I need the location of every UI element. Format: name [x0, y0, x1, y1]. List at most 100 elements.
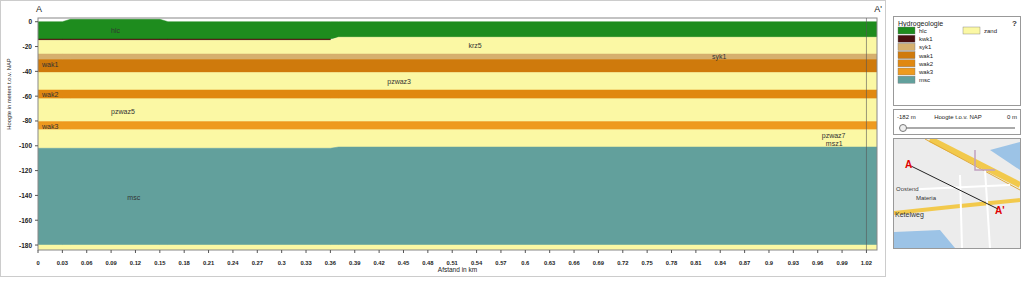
- x-tick-label: 0.84: [715, 260, 727, 266]
- x-tick: [817, 250, 818, 253]
- layer-label: wak1: [41, 61, 58, 68]
- legend-swatch: [898, 27, 915, 34]
- x-tick-label: 0.87: [739, 260, 750, 266]
- x-tick: [671, 250, 672, 253]
- x-tick: [622, 250, 623, 253]
- layer-label: wak2: [41, 91, 58, 98]
- x-tick-label: 0.18: [179, 260, 191, 266]
- x-tick: [647, 250, 648, 253]
- map-inset: AA'OostendMateriaKetelweg: [894, 139, 1021, 249]
- layer-area: [38, 19, 877, 39]
- legend-label: wak2: [918, 61, 934, 67]
- legend-swatch: [963, 27, 980, 34]
- legend-swatch: [898, 43, 915, 50]
- layer-area: [38, 130, 877, 149]
- background: [0, 0, 1024, 293]
- layers: [38, 19, 877, 250]
- slider-label: Hoogte t.o.v. NAP: [934, 114, 982, 120]
- x-tick: [574, 250, 575, 253]
- x-tick: [208, 250, 209, 253]
- layer-area: [38, 54, 877, 60]
- legend-label: msc: [919, 77, 930, 83]
- help-icon[interactable]: ?: [1012, 19, 1017, 28]
- layer-area: [38, 60, 877, 73]
- x-tick: [695, 250, 696, 253]
- x-tick: [354, 250, 355, 253]
- layer-area: [38, 245, 877, 250]
- x-axis-label: Afstand in km: [438, 266, 477, 273]
- x-tick-label: 0: [36, 260, 39, 266]
- x-tick: [330, 250, 331, 253]
- x-tick: [257, 250, 258, 253]
- x-tick-label: 0.75: [641, 260, 653, 266]
- x-tick-label: 0.27: [252, 260, 263, 266]
- x-tick: [62, 250, 63, 253]
- x-tick-label: 0.99: [836, 260, 848, 266]
- x-tick: [379, 250, 380, 253]
- slider-track: [900, 127, 1015, 129]
- legend-swatch: [898, 35, 915, 42]
- map-label: Oostend: [896, 186, 919, 192]
- x-tick-label: 0.03: [57, 260, 69, 266]
- y-tick: [35, 145, 38, 146]
- y-tick: [35, 21, 38, 22]
- map-road: [930, 139, 1020, 185]
- map-label: Materia: [916, 195, 937, 201]
- x-tick: [720, 250, 721, 253]
- y-tick-label: -20: [23, 43, 33, 50]
- x-tick-label: 0.48: [422, 260, 434, 266]
- x-tick: [500, 250, 501, 253]
- x-tick-label: 0.12: [130, 260, 141, 266]
- y-tick-label: -120: [19, 167, 32, 174]
- x-tick: [184, 250, 185, 253]
- y-tick: [35, 245, 38, 246]
- x-tick-label: 0.33: [300, 260, 312, 266]
- legend-label: wak3: [918, 69, 934, 75]
- layer-label: krz5: [468, 42, 481, 49]
- x-tick-label: 1.02: [861, 260, 872, 266]
- x-tick-label: 0.15: [154, 260, 166, 266]
- map-content: AA'OostendMateriaKetelweg: [894, 139, 1020, 248]
- x-tick-label: 0.24: [227, 260, 239, 266]
- y-tick-label: -40: [23, 68, 33, 75]
- legend-title: Hydrogeologie: [898, 20, 943, 28]
- legend-swatch: [898, 68, 915, 75]
- map-label: A: [905, 159, 912, 170]
- x-tick: [549, 250, 550, 253]
- map-water: [990, 142, 1020, 170]
- x-tick: [525, 250, 526, 253]
- legend-swatch: [898, 60, 915, 67]
- layer-area: [38, 99, 877, 122]
- x-tick-label: 0.78: [666, 260, 678, 266]
- x-tick-label: 0.9: [765, 260, 774, 266]
- y-tick: [35, 170, 38, 171]
- y-tick-label: -80: [23, 117, 33, 124]
- map-rail: [975, 150, 995, 170]
- x-tick-label: 0.96: [812, 260, 824, 266]
- slider-min: -182 m: [897, 114, 916, 120]
- y-tick-label: -180: [19, 242, 32, 249]
- legend-label: hlc: [919, 28, 927, 34]
- x-tick: [452, 250, 453, 253]
- x-tick: [281, 250, 282, 253]
- page: hlckrz5syk1wak1pzwaz3wak2pzwaz5wak3pzwaz…: [0, 0, 1024, 293]
- x-tick: [135, 250, 136, 253]
- x-tick: [403, 250, 404, 253]
- x-tick-label: 0.21: [203, 260, 215, 266]
- layer-area: [38, 147, 877, 245]
- x-tick: [111, 250, 112, 253]
- y-tick-label: -160: [19, 217, 32, 224]
- x-tick: [768, 250, 769, 253]
- x-tick: [232, 250, 233, 253]
- x-tick: [159, 250, 160, 253]
- legend-swatch: [898, 52, 915, 59]
- x-tick-label: 0.45: [398, 260, 410, 266]
- x-tick: [866, 250, 867, 253]
- slider-knob[interactable]: [900, 125, 907, 132]
- section-start: A: [36, 4, 42, 14]
- layer-label: wak3: [41, 123, 58, 130]
- y-tick-label: -60: [23, 93, 33, 100]
- x-tick-label: 0.09: [105, 260, 117, 266]
- legend-label: kwk1: [919, 36, 933, 42]
- x-tick-label: 0.66: [568, 260, 580, 266]
